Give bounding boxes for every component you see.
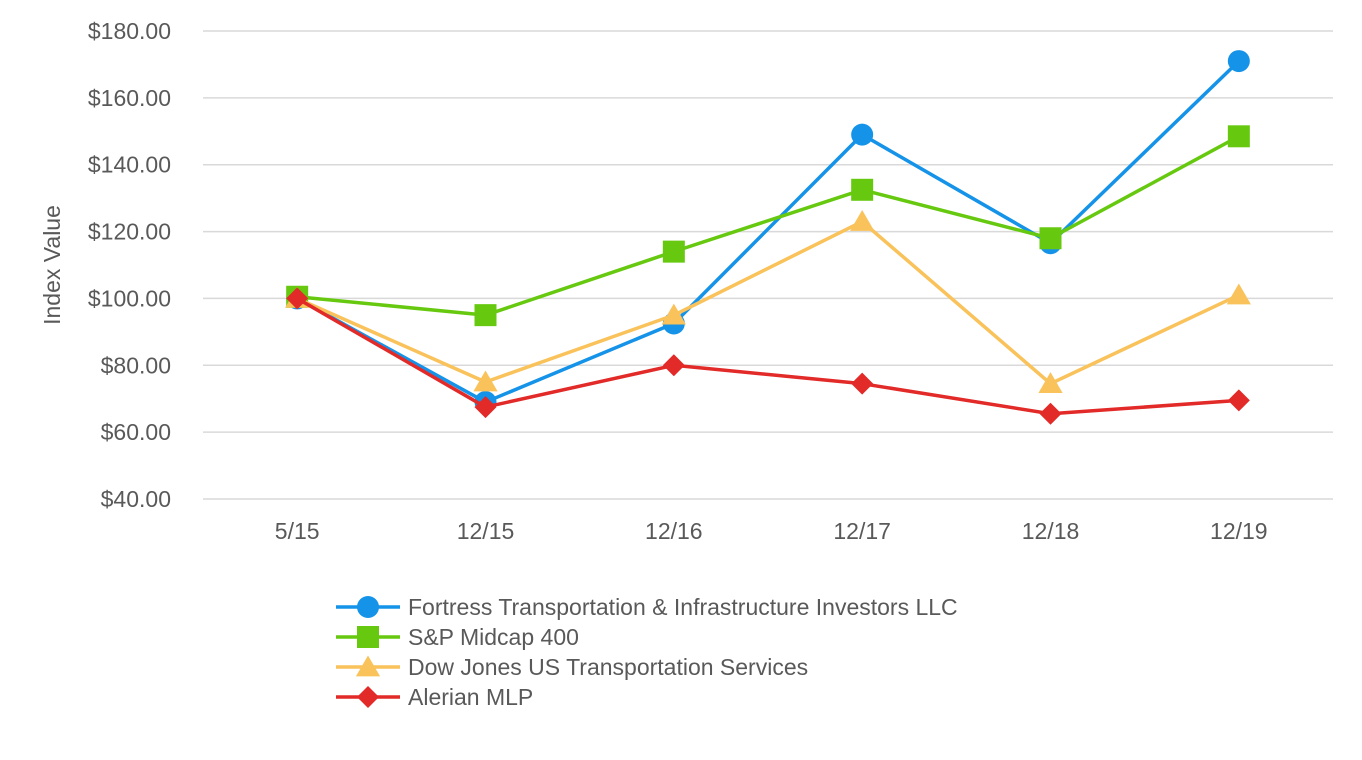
y-axis-title: Index Value [39,205,65,325]
legend: Fortress Transportation & Infrastructure… [336,594,958,710]
data-point-diamond [662,354,685,377]
legend-item: S&P Midcap 400 [336,624,579,650]
legend-label: S&P Midcap 400 [408,624,579,650]
x-tick-label: 12/18 [1022,518,1080,544]
series-3 [286,287,1250,425]
data-point-circle [1227,50,1250,73]
data-point-square [474,304,497,327]
data-point-circle [851,123,874,146]
x-tick-label: 12/15 [457,518,515,544]
data-point-triangle [850,209,875,231]
legend-item: Alerian MLP [336,684,533,710]
data-point-triangle [1226,283,1251,305]
data-point-triangle [661,303,686,325]
y-axis-tick-labels: $40.00 $60.00 $80.00 $100.00 $120.00 $140.00 $… [88,18,171,512]
series-line [296,219,1240,386]
grid-lines [203,30,1333,500]
x-tick-label: 5/15 [275,518,320,544]
legend-item: Dow Jones US Transportation Services [336,654,808,680]
y-tick-label: $140.00 [88,152,171,178]
series-lines [285,50,1251,425]
legend-label: Dow Jones US Transportation Services [408,654,808,680]
data-point-triangle [355,655,381,677]
data-point-circle [357,596,379,618]
series-line [296,296,1239,416]
series-1 [286,125,1250,327]
x-axis-tick-labels: 5/15 12/15 12/16 12/17 12/18 12/19 [275,518,1268,544]
series-line [296,134,1240,317]
y-tick-label: $40.00 [101,486,171,512]
y-tick-label: $160.00 [88,85,171,111]
legend-label: Fortress Transportation & Infrastructure… [408,594,958,620]
data-point-triangle [473,370,498,392]
legend-item: Fortress Transportation & Infrastructure… [336,594,958,620]
series-line [296,59,1241,404]
x-tick-label: 12/19 [1210,518,1268,544]
data-point-diamond [357,686,379,708]
data-point-diamond [474,396,497,419]
data-point-diamond [286,287,309,310]
x-tick-label: 12/16 [645,518,703,544]
x-tick-label: 12/17 [833,518,891,544]
data-point-diamond [1039,402,1062,425]
data-point-square [1039,227,1062,250]
data-point-square [851,178,874,201]
data-point-triangle [1038,372,1063,394]
y-tick-label: $80.00 [101,352,171,378]
y-tick-label: $100.00 [88,285,171,311]
data-point-square [357,626,379,648]
y-tick-label: $60.00 [101,419,171,445]
y-tick-label: $120.00 [88,219,171,245]
data-point-square [662,240,685,263]
data-point-square [1227,125,1250,148]
data-point-diamond [851,372,874,395]
legend-label: Alerian MLP [408,684,533,710]
y-tick-label: $180.00 [88,18,171,44]
data-point-diamond [1227,389,1250,412]
